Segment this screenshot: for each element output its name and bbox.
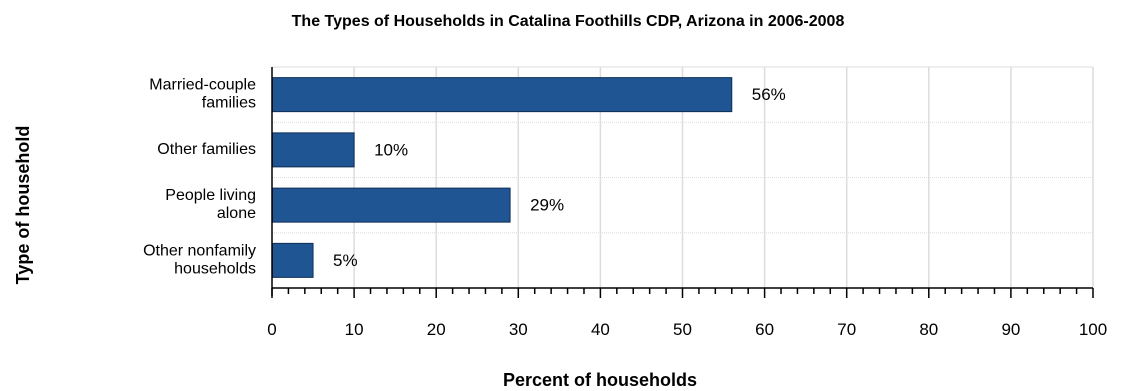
x-axis-title: Percent of households: [503, 370, 697, 390]
category-label: Other nonfamily households: [143, 243, 256, 278]
category-label: Married-couple families: [149, 77, 256, 112]
labels: 56% Married-couple families 10% Other famili…: [143, 77, 786, 278]
x-tick-label: 0: [267, 320, 276, 339]
x-tick-label: 40: [591, 320, 610, 339]
x-axis: 0 10 20 30 40 50 60 70 80 90 100: [267, 67, 1107, 339]
bar: [272, 242, 314, 278]
category-label: People living alone: [165, 187, 256, 222]
bar: [272, 132, 355, 168]
bars: [272, 77, 733, 278]
x-tick-label: 10: [345, 320, 364, 339]
x-tick-label: 30: [509, 320, 528, 339]
data-label: 5%: [333, 251, 358, 270]
bar: [272, 187, 511, 223]
bar: [272, 77, 733, 113]
x-tick-label: 90: [1001, 320, 1020, 339]
x-tick-label: 70: [837, 320, 856, 339]
y-axis-title: Type of household: [13, 126, 33, 285]
x-tick-label: 60: [755, 320, 774, 339]
data-label: 29%: [530, 196, 564, 215]
chart-title: The Types of Households in Catalina Foot…: [292, 13, 845, 30]
x-tick-label: 80: [919, 320, 938, 339]
data-label: 10%: [374, 140, 408, 159]
x-tick-label: 20: [427, 320, 446, 339]
category-label: Other families: [157, 141, 256, 158]
x-tick-label: 100: [1079, 320, 1107, 339]
x-tick-label: 50: [673, 320, 692, 339]
data-label: 56%: [752, 85, 786, 104]
